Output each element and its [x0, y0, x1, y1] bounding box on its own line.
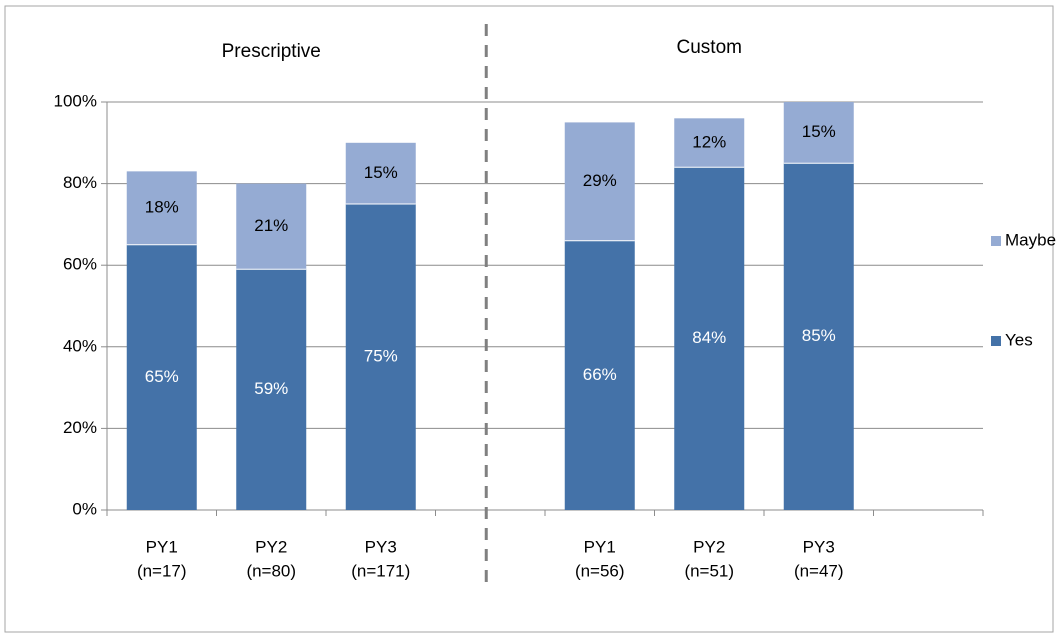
bar-maybe — [564, 122, 635, 241]
legend-swatch-yes — [991, 336, 1001, 346]
bar-maybe — [345, 142, 416, 204]
group-label-prescriptive: Prescriptive — [222, 41, 321, 62]
legend-swatch-maybe — [991, 236, 1001, 246]
bar-yes — [674, 167, 745, 510]
bar-label-yes: 59% — [254, 379, 288, 398]
x-tick-label: (n=47) — [794, 561, 844, 580]
bar-label-maybe: 29% — [583, 171, 617, 190]
x-tick-label: PY3 — [803, 537, 835, 556]
x-tick-label: PY2 — [693, 537, 725, 556]
y-tick-label: 0% — [72, 499, 97, 518]
bar-yes — [236, 269, 307, 510]
y-tick-label: 20% — [63, 418, 97, 437]
x-tick-label: (n=56) — [575, 561, 625, 580]
bar-maybe — [236, 183, 307, 270]
y-tick-label: 40% — [63, 336, 97, 355]
bar-label-maybe: 12% — [692, 132, 726, 151]
legend-label-yes: Yes — [1005, 330, 1033, 349]
bar-maybe — [674, 118, 745, 168]
bar-label-yes: 84% — [692, 328, 726, 347]
bar-yes — [345, 204, 416, 510]
y-tick-label: 60% — [63, 255, 97, 274]
y-tick-label: 80% — [63, 173, 97, 192]
x-tick-label: PY2 — [255, 537, 287, 556]
bar-label-maybe: 18% — [145, 198, 179, 217]
bar-label-maybe: 15% — [802, 122, 836, 141]
bar-yes — [564, 240, 635, 510]
y-tick-label: 100% — [54, 91, 97, 110]
bar-label-maybe: 15% — [364, 163, 398, 182]
bar-yes — [783, 163, 854, 510]
bar-maybe — [783, 102, 854, 164]
group-label-custom: Custom — [677, 37, 742, 58]
bar-label-maybe: 21% — [254, 216, 288, 235]
bar-maybe — [126, 171, 197, 245]
x-tick-label: PY1 — [146, 537, 178, 556]
bar-yes — [126, 244, 197, 511]
legend-label-maybe: Maybe — [1005, 230, 1056, 249]
x-tick-label: (n=80) — [246, 561, 296, 580]
x-tick-label: PY3 — [365, 537, 397, 556]
x-tick-label: (n=51) — [684, 561, 734, 580]
bar-label-yes: 66% — [583, 365, 617, 384]
x-tick-label: PY1 — [584, 537, 616, 556]
bar-label-yes: 65% — [145, 367, 179, 386]
x-tick-label: (n=171) — [351, 561, 410, 580]
x-tick-label: (n=17) — [137, 561, 187, 580]
bar-label-yes: 75% — [364, 346, 398, 365]
bar-label-yes: 85% — [802, 326, 836, 345]
